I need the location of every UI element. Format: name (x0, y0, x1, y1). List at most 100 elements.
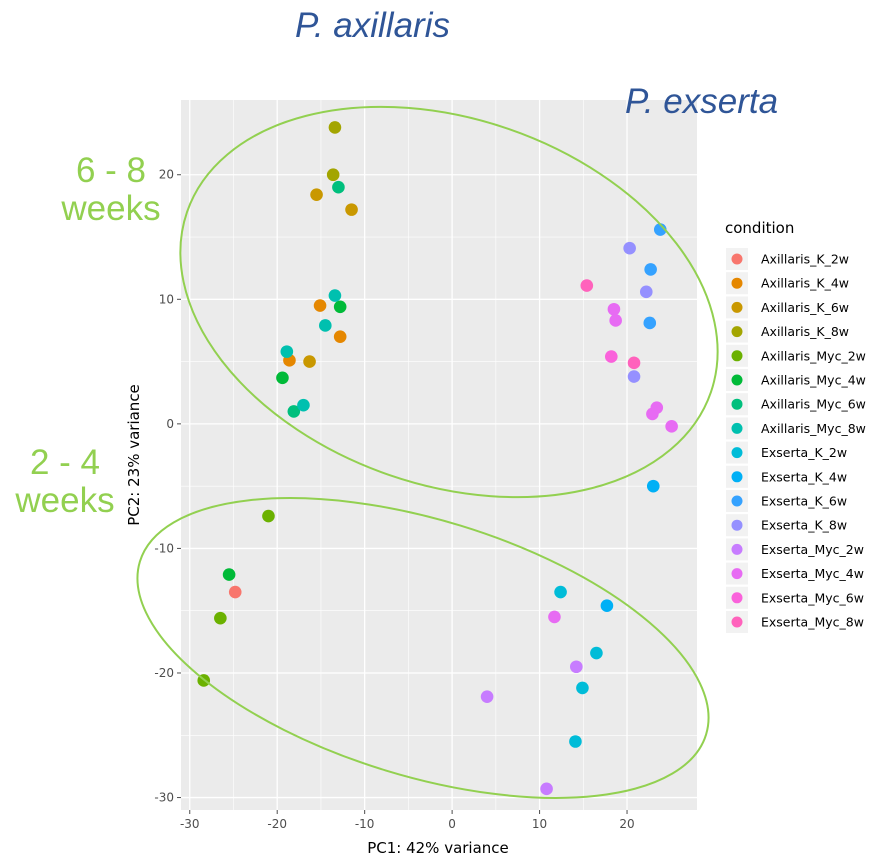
legend-label-Axillaris_Myc_4w: Axillaris_Myc_4w (761, 373, 866, 388)
point-Axillaris_Myc_8w (280, 345, 294, 358)
point-Exserta_Myc_4w (548, 610, 561, 624)
point-Exserta_K_8w (627, 370, 641, 383)
group-label-2-4-line2: weeks (15, 481, 115, 520)
point-Exserta_K_2w (554, 585, 567, 599)
x-tick-label: -20 (267, 817, 287, 831)
legend-key-Axillaris_Myc_4w (731, 374, 743, 386)
legend-background (724, 247, 880, 635)
point-Exserta_K_6w (643, 316, 657, 330)
point-Exserta_K_4w (646, 479, 660, 493)
y-tick-label: 10 (159, 292, 174, 306)
point-Exserta_K_8w (639, 285, 653, 299)
point-Exserta_K_2w (569, 735, 582, 748)
point-Axillaris_K_4w (333, 330, 347, 343)
point-Exserta_K_6w (644, 263, 657, 276)
point-Exserta_Myc_2w (540, 782, 553, 796)
point-Exserta_Myc_2w (480, 690, 494, 703)
legend-label-Exserta_Myc_6w: Exserta_Myc_6w (761, 590, 864, 605)
legend: Axillaris_K_2w Axillaris_K_4w Axillaris_K_… (724, 247, 880, 635)
point-Axillaris_K_8w (328, 121, 342, 134)
legend-key-Exserta_Myc_6w (731, 592, 743, 604)
legend-key-Axillaris_Myc_8w (731, 422, 743, 434)
point-Axillaris_Myc_8w (319, 319, 332, 332)
legend-key-Exserta_K_6w (731, 495, 743, 507)
point-Axillaris_Myc_4w (333, 300, 347, 314)
legend-label-Axillaris_K_8w: Axillaris_K_8w (761, 324, 849, 339)
point-Exserta_Myc_6w (604, 350, 618, 363)
point-Exserta_K_2w (590, 646, 603, 660)
point-Exserta_K_4w (600, 599, 614, 613)
legend-key-Exserta_Myc_2w (731, 543, 743, 555)
point-Axillaris_Myc_2w (262, 509, 275, 523)
legend-key-Axillaris_K_2w (731, 253, 743, 265)
point-Axillaris_K_6w (345, 203, 358, 216)
y-axis-title: PC2: 23% variance (125, 384, 143, 526)
legend-key-Exserta_K_8w (731, 519, 743, 531)
x-tick-label: -10 (355, 817, 375, 831)
legend-label-Axillaris_Myc_6w: Axillaris_Myc_6w (761, 397, 866, 412)
point-Axillaris_Myc_4w (276, 371, 289, 385)
point-Axillaris_K_8w (326, 168, 340, 182)
y-tick-label: 20 (159, 168, 174, 182)
x-tick-label: 0 (448, 817, 456, 831)
group-label-6-8-line2: weeks (61, 189, 161, 228)
legend-label-Exserta_Myc_4w: Exserta_Myc_4w (761, 566, 864, 581)
point-Exserta_Myc_2w (570, 660, 583, 674)
axis-ticks: -30 -20 -10 0 10 20 -30 -20 -10 0 10 20 (154, 168, 634, 831)
y-tick-label: -30 (154, 791, 174, 805)
legend-key-Axillaris_Myc_2w (731, 350, 743, 362)
legend-key-Exserta_Myc_8w (731, 616, 743, 628)
legend-label-Exserta_Myc_2w: Exserta_Myc_2w (761, 542, 864, 557)
group-label-6-8-weeks: 6 - 8 weeks (58, 152, 164, 228)
y-tick-label: -10 (154, 541, 174, 555)
legend-label-Axillaris_K_6w: Axillaris_K_6w (761, 300, 849, 315)
legend-label-Exserta_Myc_8w: Exserta_Myc_8w (761, 615, 864, 630)
legend-key-Axillaris_Myc_6w (731, 398, 743, 410)
legend-label-Exserta_K_8w: Exserta_K_8w (761, 518, 847, 533)
legend-key-Exserta_Myc_4w (731, 568, 743, 580)
point-Axillaris_Myc_8w (328, 289, 342, 302)
point-Exserta_Myc_4w (650, 401, 664, 414)
point-Axillaris_Myc_4w (222, 568, 236, 581)
point-Axillaris_K_2w (228, 585, 242, 599)
group-label-2-4-line1: 2 - 4 (29, 443, 101, 482)
grid-lines (181, 100, 697, 810)
legend-label-Exserta_K_4w: Exserta_K_4w (761, 469, 847, 484)
point-Exserta_Myc_8w (580, 279, 594, 292)
data-points (197, 121, 678, 796)
legend-key-Exserta_K_4w (731, 471, 743, 483)
legend-key-Exserta_K_2w (731, 447, 743, 459)
legend-label-Exserta_K_6w: Exserta_K_6w (761, 494, 847, 509)
legend-label-Exserta_K_2w: Exserta_K_2w (761, 445, 847, 460)
point-Axillaris_Myc_8w (297, 398, 310, 412)
legend-label-Axillaris_Myc_2w: Axillaris_Myc_2w (761, 348, 866, 363)
group-label-2-4-weeks: 2 - 4 weeks (12, 444, 118, 520)
point-Axillaris_K_6w (310, 188, 323, 201)
point-Axillaris_K_4w (313, 299, 327, 312)
legend-key-Axillaris_K_4w (731, 277, 743, 289)
legend-label-Axillaris_K_4w: Axillaris_K_4w (761, 276, 849, 291)
point-Exserta_K_8w (623, 241, 636, 255)
point-Exserta_Myc_4w (665, 420, 678, 433)
y-tick-label: -20 (154, 666, 174, 680)
x-tick-label: -30 (180, 817, 200, 831)
ellipse-2-4-weeks (136, 497, 710, 799)
point-Exserta_Myc_4w (607, 302, 621, 316)
point-Axillaris_Myc_2w (214, 611, 227, 625)
point-Axillaris_K_6w (303, 355, 316, 368)
point-Exserta_Myc_8w (627, 356, 641, 370)
legend-label-Axillaris_Myc_8w: Axillaris_Myc_8w (761, 421, 866, 436)
legend-title: condition (725, 219, 794, 237)
legend-key-Axillaris_K_8w (731, 326, 743, 338)
point-Axillaris_Myc_6w (287, 405, 301, 418)
legend-label-Axillaris_K_2w: Axillaris_K_2w (761, 252, 849, 267)
y-tick-label: 0 (166, 417, 174, 431)
legend-key-Axillaris_K_6w (731, 301, 743, 313)
ellipse-6-8-weeks (179, 105, 719, 499)
plot-panel (181, 100, 697, 810)
point-Exserta_Myc_4w (609, 314, 622, 327)
group-label-6-8-line1: 6 - 8 (75, 151, 147, 190)
species-label-exserta: P. exserta (625, 82, 779, 121)
point-Axillaris_Myc_6w (332, 180, 345, 194)
